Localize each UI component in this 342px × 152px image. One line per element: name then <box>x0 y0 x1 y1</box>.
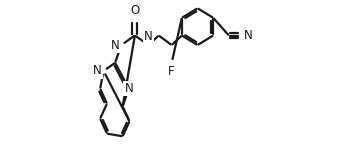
Text: N: N <box>144 30 153 43</box>
Text: N: N <box>244 29 252 42</box>
Text: F: F <box>168 65 175 78</box>
Text: N: N <box>111 39 120 52</box>
Text: O: O <box>130 4 140 17</box>
Text: N: N <box>124 82 133 95</box>
Text: N: N <box>93 64 102 77</box>
